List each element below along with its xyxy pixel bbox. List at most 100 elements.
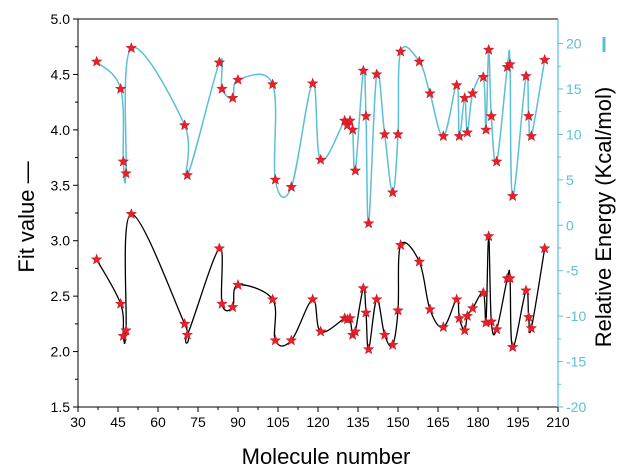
relative-energy-point bbox=[232, 73, 244, 85]
relative-energy-point bbox=[213, 56, 226, 68]
y-right-tick-label: 20 bbox=[566, 36, 582, 52]
relative-energy-point bbox=[392, 128, 404, 140]
y-right-tick-label: 5 bbox=[566, 172, 574, 188]
x-tick-label: 120 bbox=[306, 414, 330, 430]
relative-energy-point bbox=[117, 155, 130, 167]
x-tick-label: 45 bbox=[110, 414, 126, 430]
relative-energy-point bbox=[466, 87, 479, 99]
relative-energy-point bbox=[504, 58, 516, 70]
fit-value-point bbox=[362, 343, 375, 355]
y-left-tick-label: 4.0 bbox=[51, 122, 71, 138]
fit-value-point bbox=[378, 328, 391, 340]
fit-value-point bbox=[232, 278, 244, 290]
x-tick-label: 75 bbox=[190, 414, 206, 430]
fit-value-point bbox=[394, 239, 407, 251]
x-tick-label: 60 bbox=[150, 414, 166, 430]
fit-value-point bbox=[349, 325, 362, 337]
y-left-tick-label: 3.0 bbox=[51, 233, 71, 249]
relative-energy-point bbox=[461, 126, 474, 138]
relative-energy-point bbox=[370, 68, 383, 80]
fit-value-point bbox=[269, 334, 282, 346]
relative-energy-point bbox=[506, 190, 519, 202]
relative-energy-point bbox=[477, 71, 490, 83]
fit-value-point bbox=[266, 293, 279, 305]
y-axis-right-title: Relative Energy (Kcal/mol) bbox=[591, 87, 616, 347]
y-left-tick-label: 1.5 bbox=[51, 399, 71, 415]
relative-energy-point bbox=[525, 130, 538, 142]
relative-energy-point bbox=[357, 64, 370, 76]
x-tick-label: 195 bbox=[506, 414, 530, 430]
fit-value-point bbox=[482, 230, 495, 242]
fit-value-point bbox=[437, 321, 450, 333]
fit-value-point bbox=[357, 282, 370, 294]
fit-value-point bbox=[490, 323, 503, 335]
fit-value-point bbox=[216, 297, 228, 309]
relative-energy-point bbox=[538, 53, 551, 65]
x-tick-label: 90 bbox=[230, 414, 246, 430]
fit-value-point bbox=[458, 324, 471, 336]
y-left-tick-label: 2.0 bbox=[51, 344, 71, 360]
fit-value-point bbox=[525, 322, 538, 334]
x-axis-title: Molecule number bbox=[242, 444, 411, 469]
fit-value-point bbox=[477, 286, 490, 298]
fit-value-point bbox=[306, 293, 319, 305]
relative-energy-point bbox=[90, 55, 103, 67]
relative-energy-point bbox=[362, 217, 375, 229]
relative-energy-point bbox=[386, 186, 399, 198]
relative-energy-line bbox=[96, 45, 546, 225]
relative-energy-point bbox=[226, 91, 239, 103]
relative-energy-point bbox=[378, 128, 391, 140]
fit-value-point bbox=[370, 293, 383, 305]
fit-value-point bbox=[504, 272, 516, 284]
relative-energy-point bbox=[520, 70, 532, 82]
relative-energy-point bbox=[413, 55, 426, 67]
y-left-tick-label: 5.0 bbox=[51, 11, 71, 27]
relative-energy-point bbox=[424, 87, 436, 99]
y-right-tick-label: 10 bbox=[566, 126, 582, 142]
relative-energy-point bbox=[394, 45, 407, 57]
relative-energy-point bbox=[306, 77, 319, 89]
fit-value-point bbox=[90, 253, 103, 265]
fit-value-point bbox=[226, 301, 239, 313]
relative-energy-point bbox=[178, 119, 191, 131]
x-tick-label: 180 bbox=[466, 414, 490, 430]
relative-energy-point bbox=[349, 164, 362, 176]
fit-value-point bbox=[506, 341, 519, 353]
fit-value-point bbox=[344, 312, 356, 324]
y-right-tick-label: 0 bbox=[566, 217, 574, 233]
x-tick-label: 135 bbox=[346, 414, 370, 430]
relative-energy-point bbox=[450, 79, 463, 91]
y-axis-left-title: Fit value — bbox=[14, 161, 39, 272]
fit-value-point bbox=[314, 325, 327, 337]
fit-value-point bbox=[114, 297, 127, 309]
axes-layer: 30 45 60 75 90 105 120 135 150 165 180 195 2101.52.0… bbox=[51, 11, 587, 430]
y-left-tick-label: 2.5 bbox=[51, 288, 71, 304]
relative-energy-point bbox=[346, 123, 359, 135]
y-right-tick-label: -10 bbox=[566, 308, 586, 324]
fit-value-point bbox=[538, 242, 551, 254]
relative-energy-point bbox=[458, 91, 471, 103]
y-right-tick-label: -15 bbox=[566, 354, 586, 370]
fit-value-point bbox=[213, 242, 226, 254]
y-left-tick-label: 3.5 bbox=[51, 177, 71, 193]
relative-energy-point bbox=[482, 43, 495, 55]
fit-value-point bbox=[485, 315, 498, 327]
fit-value-point bbox=[386, 338, 399, 350]
fit-value-point bbox=[181, 328, 194, 340]
fit-value-point bbox=[466, 302, 479, 314]
x-tick-label: 165 bbox=[426, 414, 450, 430]
relative-energy-point bbox=[114, 82, 127, 94]
relative-energy-point bbox=[490, 155, 503, 167]
fit-value-point bbox=[413, 255, 426, 267]
x-tick-label: 30 bbox=[70, 414, 86, 430]
relative-energy-point bbox=[485, 110, 498, 122]
marker-layer bbox=[90, 42, 551, 355]
relative-energy-point bbox=[522, 110, 535, 122]
relative-energy-point bbox=[269, 173, 282, 185]
x-tick-label: 150 bbox=[386, 414, 410, 430]
fit-value-point bbox=[117, 329, 130, 341]
relative-energy-point bbox=[453, 130, 466, 142]
x-tick-label: 105 bbox=[266, 414, 290, 430]
fit-value-point bbox=[520, 284, 532, 296]
